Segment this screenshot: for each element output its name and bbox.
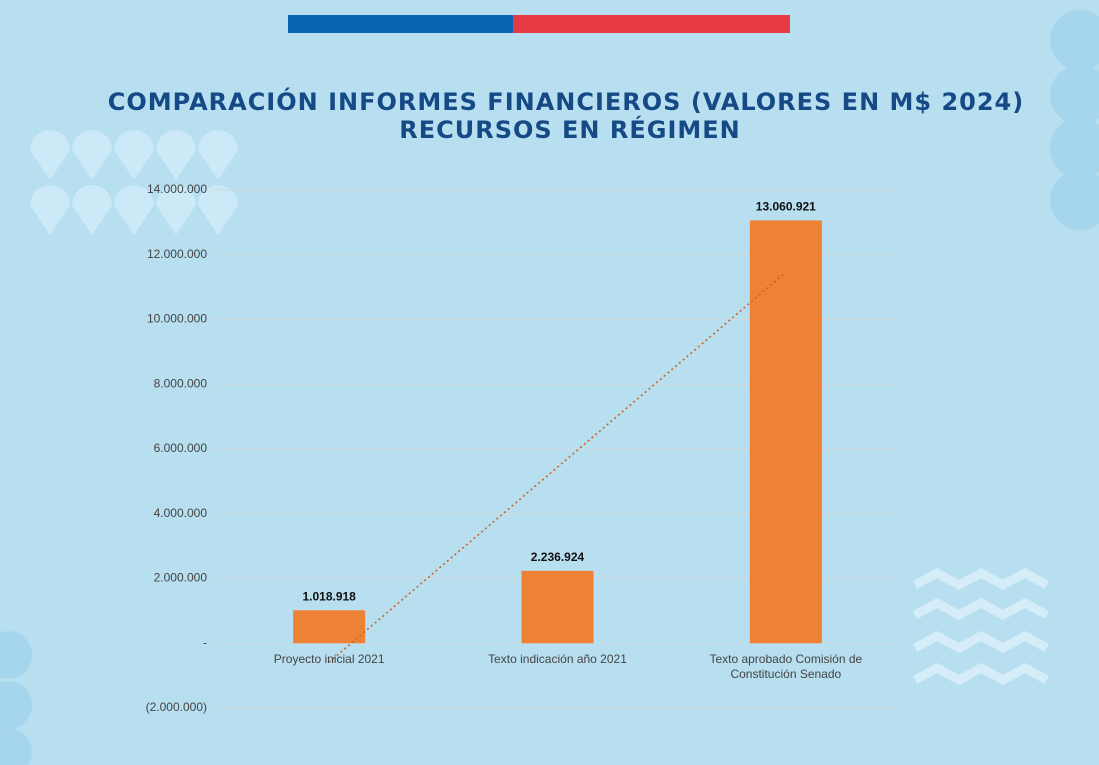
data-label: 2.236.924	[531, 550, 585, 564]
x-tick-label: Proyecto inicial 2021	[224, 652, 434, 667]
y-tick-label: 12.000.000	[147, 247, 207, 261]
chart-title: COMPARACIÓN INFORMES FINANCIEROS (VALORE…	[108, 86, 1024, 116]
stripe-red	[513, 15, 790, 33]
x-tick-label: Texto indicación año 2021	[453, 652, 663, 667]
y-tick-label: -	[203, 635, 207, 649]
decor-waves	[915, 573, 1047, 680]
y-tick-label: (2.000.000)	[146, 700, 207, 714]
chart: COMPARACIÓN INFORMES FINANCIEROS (VALORE…	[0, 0, 1099, 765]
data-label: 1.018.918	[302, 589, 356, 603]
bar	[522, 571, 594, 643]
y-tick-label: 8.000.000	[154, 376, 208, 390]
chart-subtitle: RECURSOS EN RÉGIMEN	[399, 115, 741, 144]
y-tick-label: 6.000.000	[154, 441, 208, 455]
y-tick-label: 4.000.000	[154, 506, 208, 520]
bar	[750, 220, 822, 643]
slide: COMPARACIÓN INFORMES FINANCIEROS (VALORE…	[0, 0, 1099, 765]
data-label: 13.060.921	[756, 200, 816, 214]
y-tick-label: 10.000.000	[147, 312, 207, 326]
y-tick-label: 14.000.000	[147, 182, 207, 196]
y-tick-label: 2.000.000	[154, 571, 208, 585]
x-tick-label: Texto aprobado Comisión de Constitución …	[681, 652, 891, 682]
stripe-blue	[288, 15, 513, 33]
bar	[293, 610, 365, 643]
